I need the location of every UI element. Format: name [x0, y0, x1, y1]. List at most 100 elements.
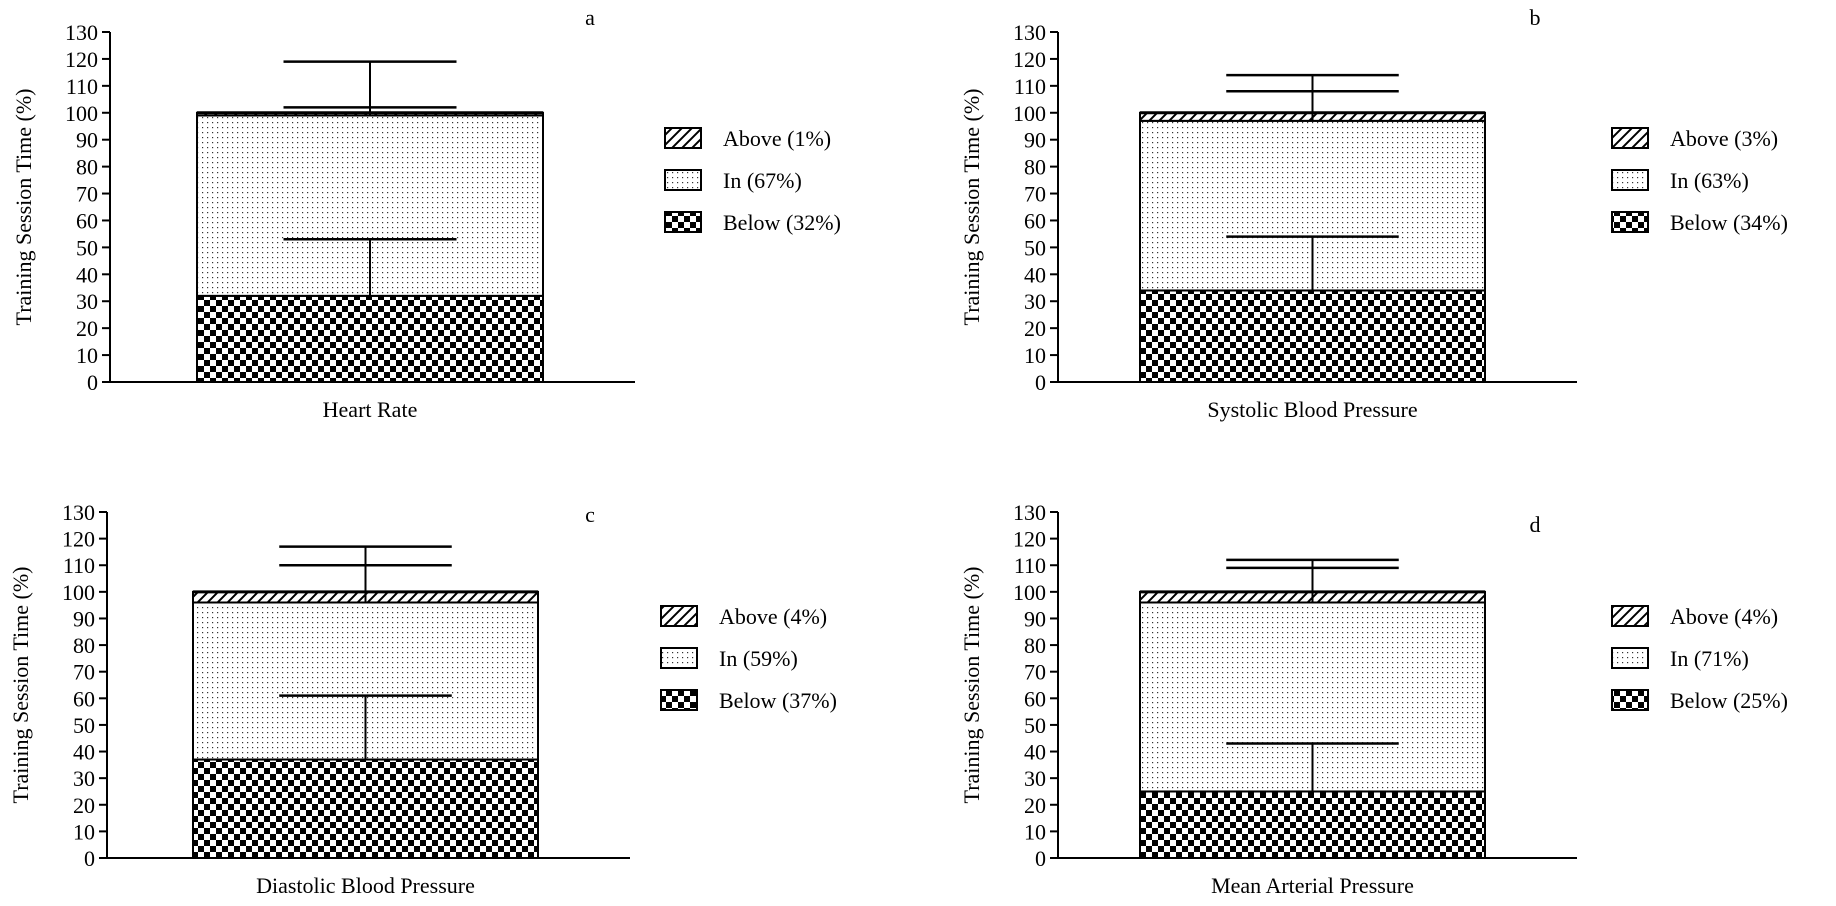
y-tick-label: 60 — [1024, 686, 1046, 711]
y-tick-label: 20 — [1024, 793, 1046, 818]
y-tick-label: 110 — [1014, 74, 1046, 99]
bar-segment-checker — [1139, 289, 1486, 384]
panel-label: c — [585, 502, 595, 527]
y-tick-label: 130 — [1013, 20, 1046, 45]
x-category-label: Systolic Blood Pressure — [1207, 397, 1417, 422]
legend-swatch-hatch — [1611, 605, 1649, 627]
y-tick-label: 10 — [76, 343, 98, 368]
panel-label: d — [1530, 512, 1541, 537]
y-tick-label: 60 — [76, 208, 98, 233]
y-tick-label: 20 — [76, 316, 98, 341]
legend-swatch-checker — [660, 689, 698, 711]
legend-entry: In (59%) — [719, 646, 798, 671]
legend-entry: Below (32%) — [723, 210, 841, 235]
legend-entry: In (63%) — [1670, 168, 1749, 193]
legend-swatch-checker — [664, 211, 702, 233]
legend-entry: Above (4%) — [1670, 604, 1778, 629]
legend-swatch-hatch — [660, 605, 698, 627]
y-tick-label: 30 — [1024, 289, 1046, 314]
legend-swatch-dots — [1611, 647, 1649, 669]
y-tick-label: 100 — [1013, 101, 1046, 126]
y-tick-label: 40 — [1024, 740, 1046, 765]
y-tick-label: 110 — [66, 74, 98, 99]
bar-segment-checker — [196, 294, 544, 384]
y-tick-label: 90 — [1024, 128, 1046, 153]
y-tick-label: 0 — [1035, 370, 1046, 395]
y-tick-label: 0 — [87, 370, 98, 395]
y-tick-label: 80 — [1024, 155, 1046, 180]
y-tick-label: 130 — [62, 500, 95, 525]
y-tick-label: 50 — [1024, 713, 1046, 738]
panel-label: b — [1530, 5, 1541, 30]
y-tick-label: 80 — [1024, 633, 1046, 658]
y-axis-label: Training Session Time (%) — [959, 89, 984, 326]
y-tick-label: 40 — [73, 740, 95, 765]
y-tick-label: 90 — [76, 128, 98, 153]
y-tick-label: 40 — [76, 262, 98, 287]
y-tick-label: 0 — [1035, 846, 1046, 871]
y-tick-label: 120 — [62, 527, 95, 552]
y-tick-label: 30 — [76, 289, 98, 314]
y-tick-label: 60 — [73, 686, 95, 711]
y-tick-label: 70 — [1024, 182, 1046, 207]
y-tick-label: 20 — [1024, 316, 1046, 341]
y-tick-label: 60 — [1024, 208, 1046, 233]
y-tick-label: 110 — [1014, 553, 1046, 578]
y-tick-label: 120 — [1013, 527, 1046, 552]
y-tick-label: 90 — [1024, 606, 1046, 631]
legend-swatch-checker — [1611, 211, 1649, 233]
y-tick-label: 100 — [1013, 580, 1046, 605]
y-tick-label: 100 — [65, 101, 98, 126]
y-tick-label: 10 — [1024, 819, 1046, 844]
bar-segment-checker — [1139, 790, 1486, 860]
legend-entry: In (71%) — [1670, 646, 1749, 671]
legend-entry: Below (34%) — [1670, 210, 1788, 235]
y-axis-label: Training Session Time (%) — [959, 567, 984, 804]
bar-segment-checker — [192, 758, 539, 859]
y-tick-label: 30 — [1024, 766, 1046, 791]
y-tick-label: 10 — [73, 819, 95, 844]
legend-swatch-checker — [1611, 689, 1649, 711]
y-tick-label: 80 — [76, 155, 98, 180]
x-category-label: Diastolic Blood Pressure — [256, 873, 475, 898]
legend-swatch-dots — [664, 169, 702, 191]
y-tick-label: 10 — [1024, 343, 1046, 368]
y-tick-label: 50 — [1024, 235, 1046, 260]
x-category-label: Mean Arterial Pressure — [1211, 873, 1414, 898]
y-tick-label: 130 — [65, 20, 98, 45]
y-tick-label: 0 — [84, 846, 95, 871]
y-tick-label: 20 — [73, 793, 95, 818]
legend-entry: Above (3%) — [1670, 126, 1778, 151]
legend-entry: Below (25%) — [1670, 688, 1788, 713]
y-tick-label: 120 — [1013, 47, 1046, 72]
legend-swatch-hatch — [1611, 127, 1649, 149]
y-tick-label: 50 — [76, 235, 98, 260]
y-tick-label: 40 — [1024, 262, 1046, 287]
y-tick-label: 130 — [1013, 500, 1046, 525]
legend-entry: Below (37%) — [719, 688, 837, 713]
legend-swatch-dots — [1611, 169, 1649, 191]
legend-entry: Above (1%) — [723, 126, 831, 151]
legend-entry: Above (4%) — [719, 604, 827, 629]
legend-entry: In (67%) — [723, 168, 802, 193]
y-axis-label: Training Session Time (%) — [11, 89, 36, 326]
y-tick-label: 50 — [73, 713, 95, 738]
legend-swatch-hatch — [664, 127, 702, 149]
y-tick-label: 30 — [73, 766, 95, 791]
panel-label: a — [585, 5, 595, 30]
y-tick-label: 90 — [73, 606, 95, 631]
y-tick-label: 120 — [65, 47, 98, 72]
y-tick-label: 70 — [73, 660, 95, 685]
y-tick-label: 80 — [73, 633, 95, 658]
y-tick-label: 70 — [1024, 660, 1046, 685]
y-axis-label: Training Session Time (%) — [8, 567, 33, 804]
legend-swatch-dots — [660, 647, 698, 669]
y-tick-label: 110 — [63, 553, 95, 578]
y-tick-label: 70 — [76, 182, 98, 207]
x-category-label: Heart Rate — [323, 397, 418, 422]
